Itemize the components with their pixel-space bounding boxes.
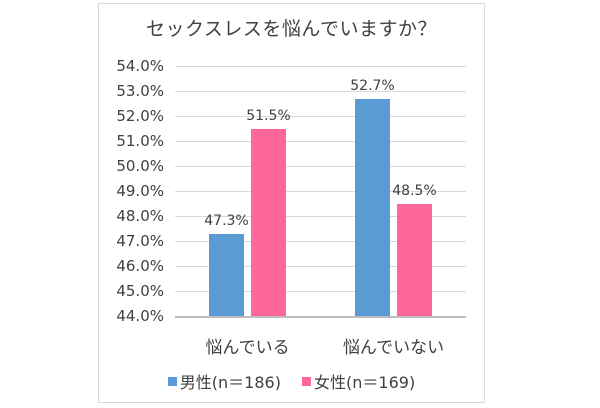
legend-swatch-male [167,376,177,386]
y-tick-label: 51.0% [116,132,164,150]
gridline [175,291,466,292]
y-tick-label: 44.0% [116,307,164,325]
gridline [175,91,466,92]
y-tick-label: 50.0% [116,157,164,175]
legend: 男性(n＝186) 女性(n＝169) [98,369,485,393]
category-label: 悩んでいない [342,338,445,358]
y-tick-label: 54.0% [116,57,164,75]
data-label: 51.5% [246,107,291,124]
gridline [175,241,466,242]
y-tick-label: 47.0% [116,232,164,250]
bar-female-0 [251,128,286,316]
legend-swatch-female [302,376,312,386]
gridline [175,141,466,142]
y-tick-label: 46.0% [116,257,164,275]
legend-label-female: 女性(n＝169) [314,373,416,392]
bar-male-0 [209,233,244,316]
chart-title: セックスレスを悩んでいますか？ [146,18,437,40]
gridline [175,116,466,117]
legend-item-female: 女性(n＝169) [302,369,415,393]
gridline [175,266,466,267]
legend-label-male: 男性(n＝186) [179,373,281,392]
x-axis-line [175,316,466,318]
legend-item-male: 男性(n＝186) [167,369,281,393]
y-tick-label: 48.0% [116,207,164,225]
category-label: 悩んでいる [205,338,290,358]
chart-frame [98,3,485,403]
data-label: 47.3% [204,212,249,229]
gridline [175,191,466,192]
bar-male-1 [355,98,390,316]
data-label: 52.7% [350,77,395,94]
gridline [175,216,466,217]
y-tick-label: 49.0% [116,182,164,200]
gridline [175,166,466,167]
data-label: 48.5% [392,182,437,199]
y-tick-label: 45.0% [116,282,164,300]
bar-female-1 [397,203,432,316]
y-tick-label: 53.0% [116,82,164,100]
gridline [175,66,466,67]
y-tick-label: 52.0% [116,107,164,125]
